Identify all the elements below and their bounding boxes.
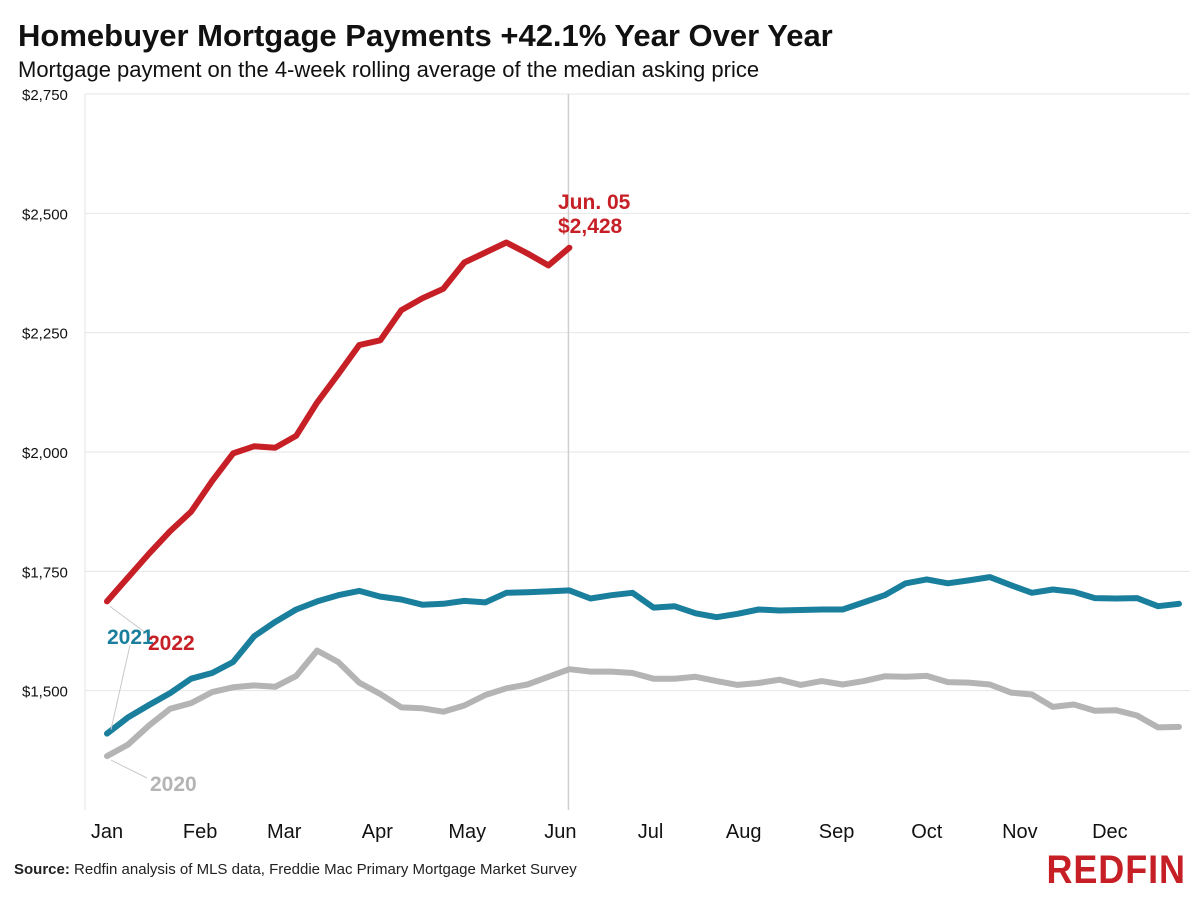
x-tick-label: May — [448, 821, 486, 843]
x-tick-label: Mar — [267, 821, 302, 843]
series-line-2020 — [104, 647, 1182, 760]
annotation-date: Jun. 05 — [558, 191, 631, 214]
x-tick-label: Aug — [726, 821, 762, 843]
series-label-2022: 2022 — [148, 632, 195, 655]
annotation-value: $2,428 — [558, 215, 623, 238]
leader-line-2020 — [110, 759, 148, 779]
gridlines — [85, 93, 1190, 692]
redfin-logo: REDFIN — [1046, 848, 1186, 892]
series-label-2021: 2021 — [107, 626, 154, 649]
x-tick-label: Oct — [911, 821, 943, 843]
y-axis: $1,500 $1,750 $2,000 $2,250 $2,500 $2,750 — [22, 87, 86, 810]
y-tick-label: $2,000 — [22, 445, 68, 462]
leader-line-2022 — [109, 606, 151, 637]
x-tick-label: Dec — [1092, 821, 1128, 843]
chart-title: Homebuyer Mortgage Payments +42.1% Year … — [18, 18, 833, 53]
source-text: Redfin analysis of MLS data, Freddie Mac… — [74, 861, 577, 878]
leader-line-2021 — [110, 644, 131, 730]
x-tick-label: Jul — [638, 821, 664, 843]
source-note: Source: Redfin analysis of MLS data, Fre… — [14, 861, 577, 878]
source-label: Source: — [14, 861, 70, 878]
x-tick-label: Jan — [91, 821, 123, 843]
x-tick-label: Nov — [1002, 821, 1038, 843]
series-lines — [104, 239, 1182, 760]
y-tick-label: $2,250 — [22, 326, 68, 343]
series-label-2020: 2020 — [150, 773, 197, 796]
y-tick-label: $1,750 — [22, 564, 68, 581]
x-tick-label: Jun — [544, 821, 576, 843]
y-tick-label: $2,750 — [22, 87, 68, 104]
y-tick-label: $2,500 — [22, 206, 68, 223]
series-line-2022 — [104, 239, 573, 605]
x-tick-label: Feb — [183, 821, 217, 843]
x-tick-label: Sep — [819, 821, 855, 843]
chart-subtitle: Mortgage payment on the 4-week rolling a… — [18, 57, 760, 82]
x-axis: Jan Feb Mar Apr May Jun Jul Aug Sep Oct Nov Dec — [91, 821, 1128, 843]
x-tick-label: Apr — [362, 821, 393, 843]
y-tick-label: $1,500 — [22, 684, 68, 701]
series-line-2021 — [104, 574, 1182, 737]
